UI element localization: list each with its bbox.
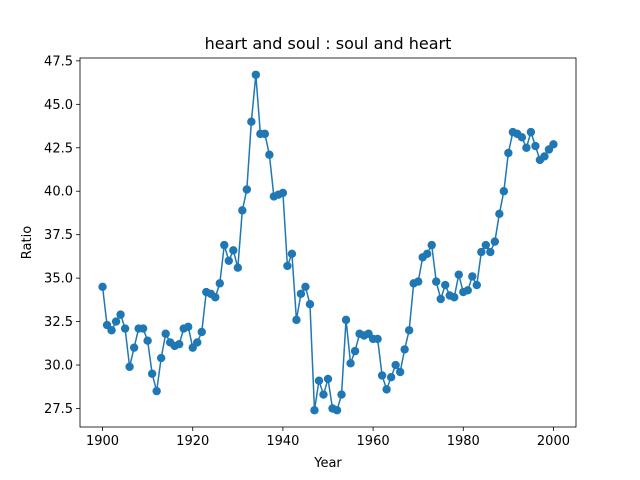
- data-point: [463, 286, 472, 295]
- data-point: [305, 300, 315, 309]
- data-point: [107, 326, 116, 335]
- data-point: [301, 282, 310, 292]
- data-point: [549, 140, 558, 149]
- data-point: [346, 359, 355, 368]
- data-point: [125, 362, 134, 371]
- data-point: [247, 117, 256, 126]
- data-point: [156, 353, 166, 363]
- data-point: [495, 209, 504, 219]
- data-point: [450, 293, 459, 302]
- data-point: [138, 324, 148, 333]
- data-point: [490, 237, 500, 246]
- data-point: [238, 206, 247, 215]
- data-point: [120, 324, 130, 333]
- data-point: [278, 188, 288, 198]
- series-markers: [98, 70, 558, 415]
- data-point: [341, 315, 351, 325]
- data-point: [319, 390, 328, 399]
- data-point: [468, 272, 477, 281]
- data-point: [184, 322, 193, 331]
- data-point: [395, 367, 405, 377]
- data-point: [373, 334, 382, 344]
- x-tick-label: 2000: [537, 434, 570, 449]
- data-point: [413, 277, 423, 286]
- data-point: [377, 371, 387, 380]
- y-tick-label: 42.5: [44, 141, 73, 156]
- data-point: [152, 386, 161, 396]
- data-point: [382, 385, 391, 394]
- data-point: [522, 143, 531, 152]
- data-point: [499, 187, 509, 196]
- data-point: [504, 148, 513, 158]
- data-point: [314, 376, 324, 385]
- data-point: [283, 261, 292, 271]
- y-tick-label: 27.5: [44, 402, 73, 417]
- data-point: [265, 150, 274, 159]
- data-point: [427, 240, 436, 250]
- data-point: [337, 390, 346, 399]
- data-point: [215, 279, 224, 288]
- y-tick-label: 35.0: [44, 272, 73, 287]
- x-tick-label: 1900: [86, 434, 119, 449]
- data-point: [143, 336, 152, 345]
- data-point: [432, 277, 441, 286]
- data-point: [323, 374, 333, 384]
- data-point: [296, 289, 306, 298]
- data-point: [472, 280, 481, 290]
- y-tick-label: 37.5: [44, 228, 73, 243]
- chart-title: heart and soul : soul and heart: [205, 34, 452, 53]
- y-tick-label: 30.0: [44, 359, 73, 374]
- data-point: [197, 327, 206, 337]
- data-point: [526, 127, 536, 137]
- data-point: [161, 329, 170, 338]
- data-point: [404, 326, 414, 335]
- data-point: [175, 339, 184, 349]
- data-point: [400, 345, 409, 354]
- data-point: [251, 70, 261, 79]
- data-point: [540, 152, 549, 161]
- data-point: [287, 249, 297, 258]
- data-point: [233, 263, 243, 272]
- data-point: [193, 338, 202, 347]
- data-point: [423, 249, 432, 258]
- y-tick-label: 32.5: [44, 315, 73, 330]
- x-tick-label: 1960: [357, 434, 390, 449]
- data-point: [229, 246, 238, 255]
- data-point: [310, 406, 319, 415]
- data-point: [211, 293, 220, 302]
- data-point: [220, 240, 229, 250]
- data-point: [481, 240, 491, 250]
- data-point: [391, 360, 400, 370]
- y-tick-label: 47.5: [44, 54, 73, 69]
- data-point: [111, 317, 121, 326]
- x-tick-label: 1920: [176, 434, 209, 449]
- data-point: [517, 133, 527, 142]
- x-axis: 1900 1920 1940 1960 1980 2000: [86, 427, 570, 449]
- data-point: [116, 310, 125, 319]
- data-point: [147, 369, 157, 378]
- y-tick-label: 40.0: [44, 185, 73, 200]
- x-tick-label: 1940: [266, 434, 299, 449]
- data-point: [98, 282, 107, 292]
- x-axis-label: Year: [313, 456, 342, 471]
- data-point: [436, 294, 445, 304]
- data-point: [531, 141, 540, 151]
- x-tick-label: 1980: [447, 434, 480, 449]
- data-point: [292, 315, 301, 325]
- data-point: [224, 256, 233, 265]
- data-point: [332, 406, 342, 415]
- data-point: [441, 280, 450, 290]
- data-point: [386, 373, 396, 382]
- data-point: [486, 247, 495, 257]
- data-point: [477, 247, 486, 257]
- data-point: [260, 129, 270, 139]
- y-axis: 27.5 30.0 32.5 35.0 37.5 40.0 42.5 45.0 47.5: [44, 54, 80, 417]
- y-tick-label: 45.0: [44, 98, 73, 113]
- data-point: [129, 343, 139, 352]
- y-axis-label: Ratio: [20, 226, 35, 259]
- data-point: [242, 185, 252, 194]
- data-point: [454, 270, 463, 279]
- data-point: [350, 346, 360, 356]
